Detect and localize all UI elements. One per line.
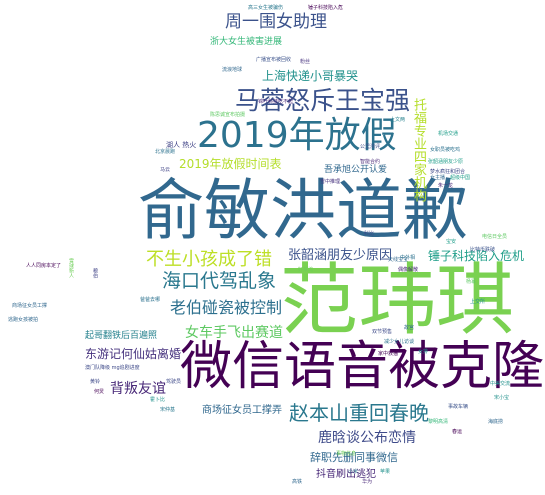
word: 减少女儿访谈 bbox=[384, 339, 415, 345]
word: 老伯碰瓷被控制 bbox=[170, 298, 283, 317]
word: 背叛友谊 bbox=[110, 381, 166, 397]
word: 家中救猫 bbox=[378, 351, 399, 357]
word: 商场征女员工撑弄 bbox=[202, 405, 282, 416]
word: 商场征女员工撑 bbox=[12, 303, 48, 309]
word: 事故车辆 bbox=[448, 404, 469, 410]
word: 俞敏洪道歉 bbox=[138, 172, 468, 249]
word: 湖人 热火 bbox=[166, 141, 197, 149]
word: 小米 bbox=[348, 469, 359, 475]
word: 起哥翻铁后百遍照 bbox=[85, 331, 158, 341]
word: 何炅 bbox=[94, 389, 105, 395]
word: 故宫 bbox=[404, 325, 415, 331]
word: 粮伯 bbox=[92, 268, 98, 278]
word: 女排 bbox=[418, 349, 429, 355]
word: 陈思诚宣布拍摄 bbox=[210, 112, 246, 118]
word: 鹿晗谈公布恋情 bbox=[318, 430, 416, 446]
word: 超级中国 bbox=[450, 175, 471, 181]
word: 马云 bbox=[160, 167, 171, 173]
word: 女主播 bbox=[430, 175, 446, 181]
word: 科比 bbox=[364, 231, 375, 237]
word: 公里测评 bbox=[360, 144, 381, 150]
word: 杨幂 bbox=[466, 279, 477, 285]
word: 天线宝宝 bbox=[388, 257, 409, 263]
word: 华为 bbox=[362, 479, 373, 485]
word: 海底捞 bbox=[488, 419, 504, 425]
word: 中外相 bbox=[400, 255, 416, 261]
word: 抖音刷出逃犯 bbox=[316, 469, 376, 480]
word: 上文两 bbox=[390, 117, 406, 123]
word: 黎明高清 bbox=[428, 419, 449, 425]
word: 流浪地球 bbox=[222, 67, 243, 73]
word: 粉丝 bbox=[300, 59, 311, 65]
word: 梦水疯狂和团合 bbox=[430, 169, 466, 175]
word: 赵本山重回春晚 bbox=[289, 401, 429, 425]
word: 霍卜比 bbox=[150, 397, 166, 403]
word: 不生小孩成了错 bbox=[146, 249, 272, 270]
word: 女职员被吃鸡 bbox=[430, 147, 461, 153]
word: 吾承旭公开认爱 bbox=[324, 165, 388, 175]
word: 锤子科技陷入危机 bbox=[428, 249, 525, 263]
word: 电信日全员 bbox=[482, 234, 508, 240]
word: 辞职先删同事微信 bbox=[310, 451, 398, 464]
word: 机场交通 bbox=[438, 131, 459, 137]
word: 雪中推理 bbox=[320, 179, 341, 185]
word: 张韶涵朋友少原因 bbox=[288, 248, 393, 263]
word: 女车手飞出赛道 bbox=[185, 325, 283, 341]
word: 周一围女助理 bbox=[225, 12, 327, 32]
word: 东游记何仙姑离婚 bbox=[85, 347, 182, 361]
word: 苹果 bbox=[380, 469, 391, 475]
word: 上交所 bbox=[470, 299, 486, 305]
word: 张韶涵朋友少原 bbox=[428, 159, 464, 165]
word: 澳门队降级 mg追剧进度 bbox=[85, 365, 140, 371]
word: 黄铃 bbox=[90, 379, 101, 385]
word: 人人同房本定了 bbox=[26, 263, 62, 269]
word: 锤子科技陷入危 bbox=[308, 5, 344, 11]
word: 偶像解散 bbox=[398, 267, 419, 273]
word: 比特币跌破 bbox=[470, 247, 496, 253]
word: 马蓉怒斥王宝强 bbox=[235, 86, 411, 115]
word: 雪球新人 bbox=[68, 258, 74, 278]
word: 高三女生被骗伤 bbox=[248, 5, 284, 11]
word: 驾驶员 bbox=[166, 379, 182, 385]
word: 上海快递小哥暴哭 bbox=[262, 69, 359, 83]
word: 宋仲基 bbox=[160, 407, 176, 413]
word: 广播宣布被回收 bbox=[256, 57, 292, 63]
word: 爸爸去哪 bbox=[140, 297, 161, 303]
word: 范玮琪 bbox=[280, 256, 515, 346]
word: 逃跑女孩被拍 bbox=[8, 317, 39, 323]
word: 海口代驾乱象 bbox=[162, 270, 277, 292]
word: 朱一龙 bbox=[438, 183, 454, 189]
word: 双节预售 bbox=[372, 329, 393, 335]
word: 事物信息 bbox=[336, 451, 357, 457]
word: 智能合约 bbox=[360, 159, 381, 165]
word: 2019年放假 bbox=[197, 115, 397, 156]
word: 微信语音被克隆 bbox=[180, 337, 545, 397]
word: 高铁 bbox=[292, 479, 303, 485]
word: 好莱坞 bbox=[298, 267, 314, 273]
word: 浙大女生被害进展 bbox=[210, 37, 283, 47]
word: 宋小宝 bbox=[494, 395, 510, 401]
word: 北京晨跑 bbox=[155, 149, 176, 155]
word: 2019年放假时间表 bbox=[179, 157, 282, 171]
word: 锦叶科技吃不起 bbox=[258, 99, 294, 105]
word: 中美交流 bbox=[490, 381, 511, 387]
word: 春运 bbox=[452, 429, 463, 435]
word: 宝安 bbox=[446, 239, 457, 245]
word: 托福专业四家机构 bbox=[411, 98, 426, 202]
